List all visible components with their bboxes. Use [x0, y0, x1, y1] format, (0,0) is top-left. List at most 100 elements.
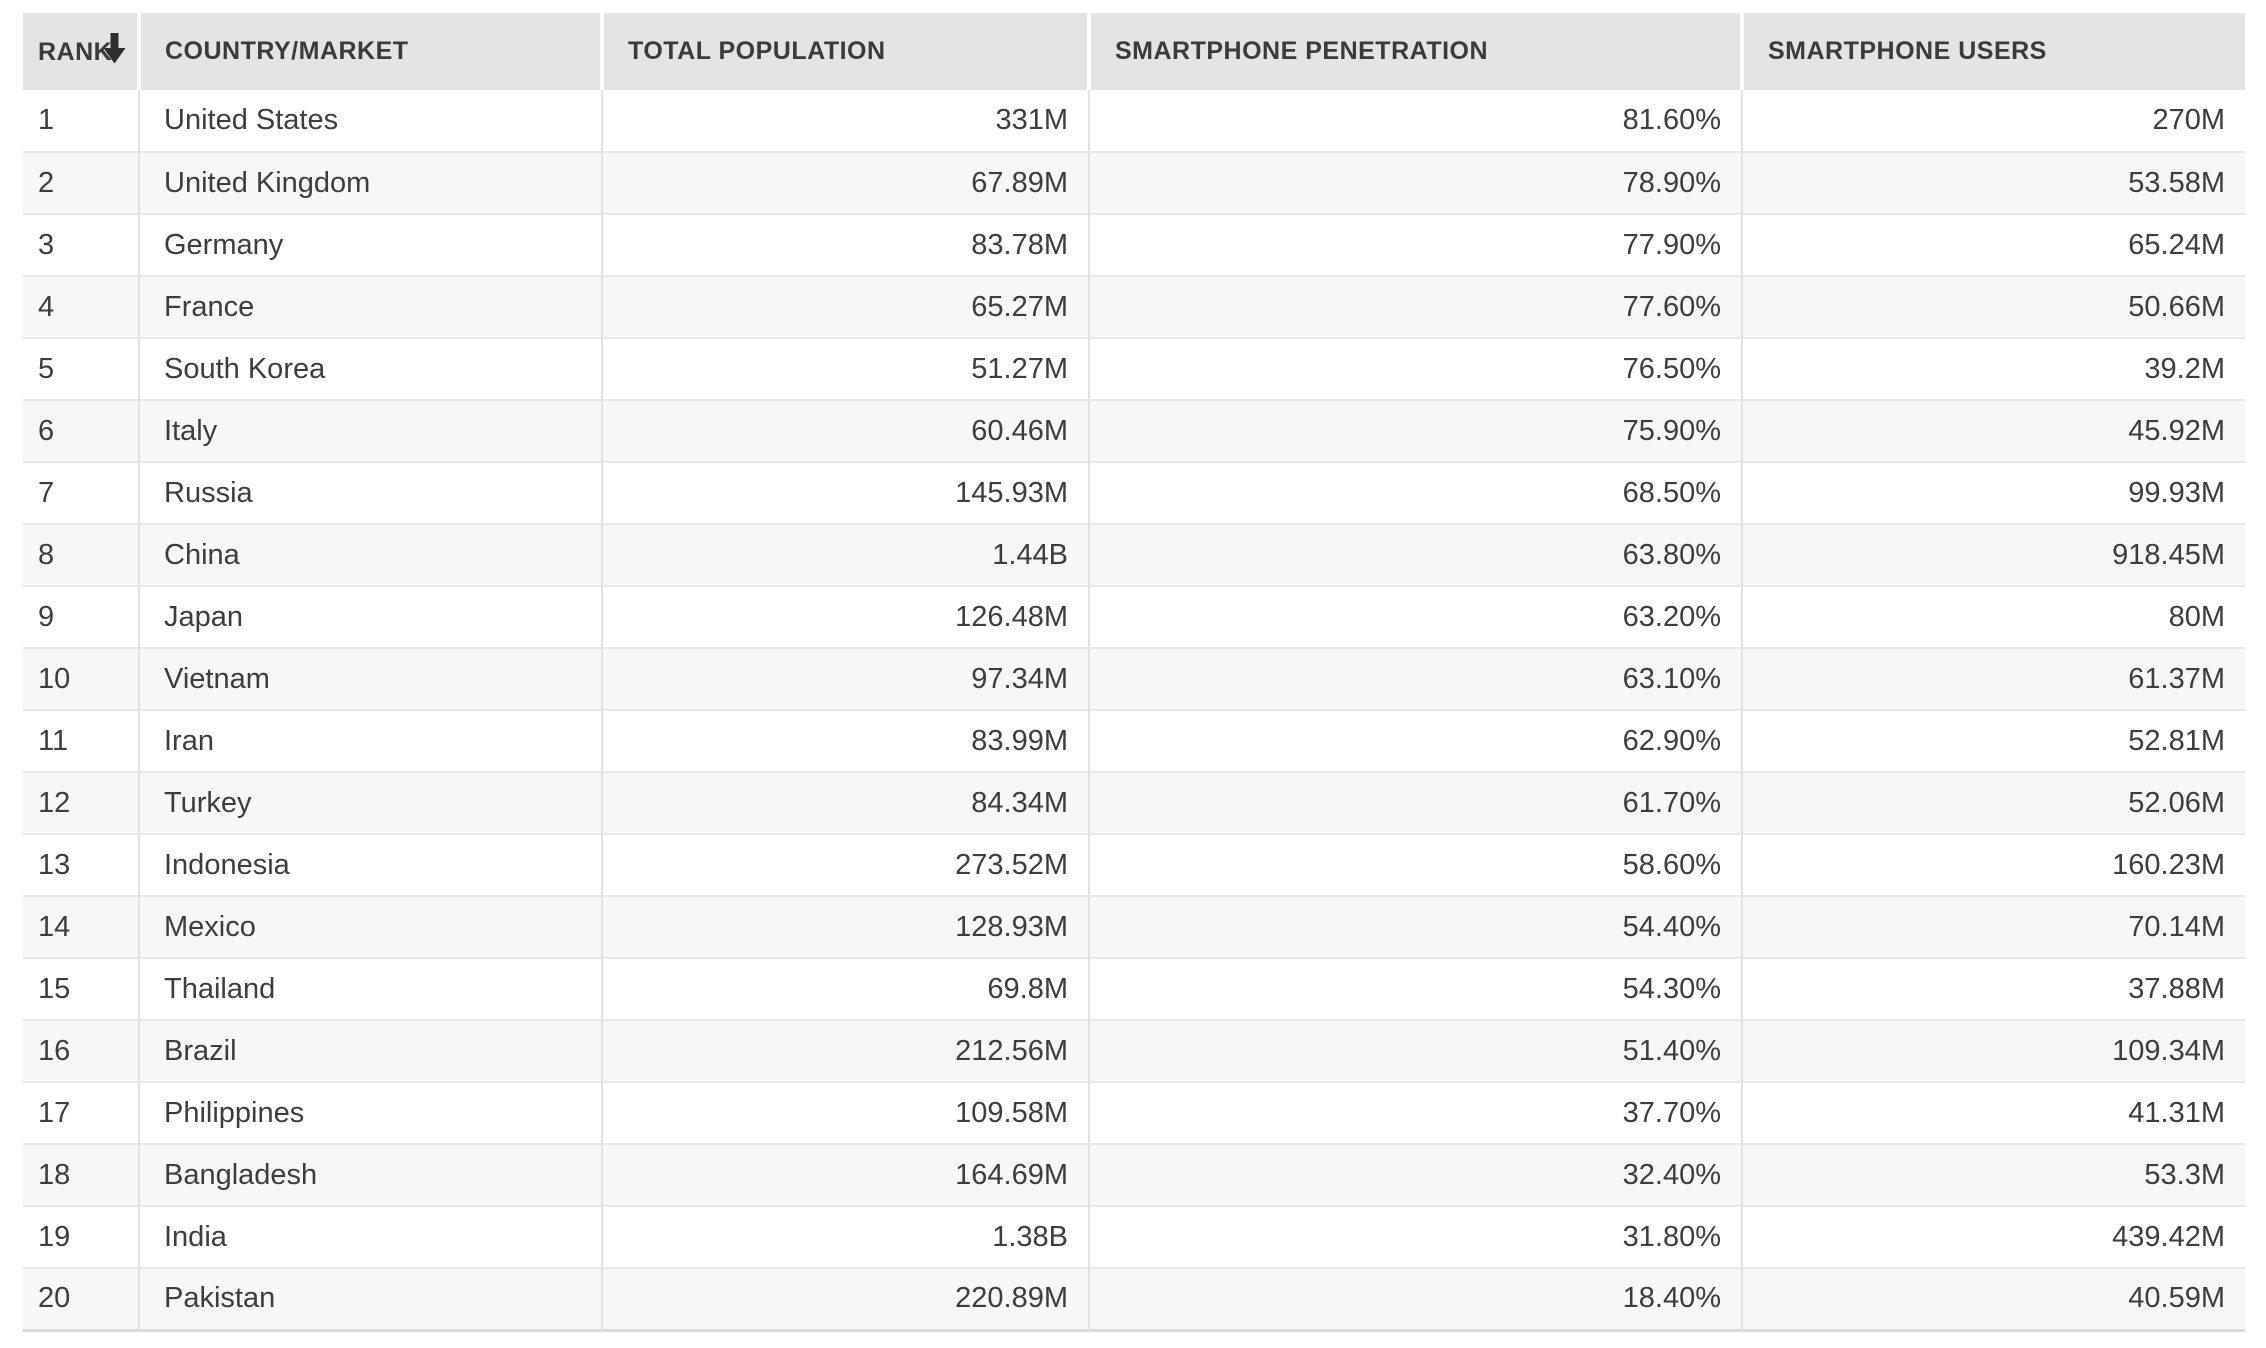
cell-country: China [139, 523, 603, 586]
cell-population: 212.56M [602, 1019, 1090, 1082]
cell-users: 52.81M [1742, 709, 2245, 772]
cell-population: 273.52M [602, 833, 1090, 896]
cell-penetration: 54.30% [1089, 957, 1743, 1020]
table-row: 8 China 1.44B 63.80% 918.45M [23, 523, 2245, 586]
cell-population: 83.99M [602, 709, 1090, 772]
cell-penetration: 63.20% [1089, 585, 1743, 648]
cell-users: 439.42M [1742, 1205, 2245, 1268]
cell-users: 99.93M [1742, 461, 2245, 524]
cell-rank: 11 [23, 709, 140, 772]
cell-rank: 9 [23, 585, 140, 648]
cell-country: Turkey [139, 771, 603, 834]
table-row: 9 Japan 126.48M 63.20% 80M [23, 585, 2245, 648]
cell-population: 128.93M [602, 895, 1090, 958]
cell-population: 109.58M [602, 1081, 1090, 1144]
table-row: 7 Russia 145.93M 68.50% 99.93M [23, 461, 2245, 524]
column-header-rank[interactable]: RANK [23, 13, 141, 90]
cell-rank: 3 [23, 213, 140, 276]
cell-population: 65.27M [602, 275, 1090, 338]
cell-penetration: 81.60% [1089, 90, 1743, 152]
column-header-penetration[interactable]: SMARTPHONE PENETRATION [1089, 13, 1744, 90]
cell-penetration: 61.70% [1089, 771, 1743, 834]
cell-population: 164.69M [602, 1143, 1090, 1206]
column-header-users[interactable]: SMARTPHONE USERS [1742, 13, 2245, 90]
column-header-population[interactable]: TOTAL POPULATION [602, 13, 1091, 90]
cell-rank: 14 [23, 895, 140, 958]
cell-users: 65.24M [1742, 213, 2245, 276]
cell-rank: 18 [23, 1143, 140, 1206]
table-row: 1 United States 331M 81.60% 270M [23, 90, 2245, 152]
smartphone-users-table: RANK COUNTRY/MARKET TOTAL POPULATION SMA… [23, 13, 2245, 1332]
cell-population: 97.34M [602, 647, 1090, 710]
cell-country: Iran [139, 709, 603, 772]
table-row: 5 South Korea 51.27M 76.50% 39.2M [23, 337, 2245, 400]
cell-users: 270M [1742, 90, 2245, 152]
table-row: 12 Turkey 84.34M 61.70% 52.06M [23, 771, 2245, 834]
cell-rank: 12 [23, 771, 140, 834]
cell-users: 109.34M [1742, 1019, 2245, 1082]
cell-country: Philippines [139, 1081, 603, 1144]
column-header-rank-label: RANK [38, 37, 113, 66]
column-header-country-label: COUNTRY/MARKET [165, 37, 409, 65]
table-row: 6 Italy 60.46M 75.90% 45.92M [23, 399, 2245, 462]
table-row: 15 Thailand 69.8M 54.30% 37.88M [23, 957, 2245, 1020]
cell-rank: 4 [23, 275, 140, 338]
cell-population: 84.34M [602, 771, 1090, 834]
cell-users: 40.59M [1742, 1267, 2245, 1332]
cell-population: 220.89M [602, 1267, 1090, 1332]
column-header-country[interactable]: COUNTRY/MARKET [139, 13, 604, 90]
cell-country: United States [139, 90, 603, 152]
cell-users: 918.45M [1742, 523, 2245, 586]
cell-rank: 17 [23, 1081, 140, 1144]
cell-penetration: 58.60% [1089, 833, 1743, 896]
table-row: 10 Vietnam 97.34M 63.10% 61.37M [23, 647, 2245, 710]
cell-country: Pakistan [139, 1267, 603, 1332]
table-row: 11 Iran 83.99M 62.90% 52.81M [23, 709, 2245, 772]
cell-penetration: 32.40% [1089, 1143, 1743, 1206]
cell-penetration: 18.40% [1089, 1267, 1743, 1332]
table-row: 2 United Kingdom 67.89M 78.90% 53.58M [23, 151, 2245, 214]
cell-penetration: 63.10% [1089, 647, 1743, 710]
table-body: 1 United States 331M 81.60% 270M 2 United King… [23, 90, 2245, 1332]
cell-users: 45.92M [1742, 399, 2245, 462]
cell-population: 145.93M [602, 461, 1090, 524]
cell-users: 50.66M [1742, 275, 2245, 338]
table-row: 14 Mexico 128.93M 54.40% 70.14M [23, 895, 2245, 958]
cell-country: Bangladesh [139, 1143, 603, 1206]
cell-rank: 8 [23, 523, 140, 586]
table-row: 18 Bangladesh 164.69M 32.40% 53.3M [23, 1143, 2245, 1206]
cell-users: 53.3M [1742, 1143, 2245, 1206]
cell-users: 39.2M [1742, 337, 2245, 400]
cell-country: Mexico [139, 895, 603, 958]
cell-population: 60.46M [602, 399, 1090, 462]
cell-rank: 15 [23, 957, 140, 1020]
cell-penetration: 51.40% [1089, 1019, 1743, 1082]
cell-rank: 13 [23, 833, 140, 896]
column-header-users-label: SMARTPHONE USERS [1768, 37, 2047, 65]
cell-population: 1.38B [602, 1205, 1090, 1268]
cell-users: 52.06M [1742, 771, 2245, 834]
cell-population: 83.78M [602, 213, 1090, 276]
data-table: RANK COUNTRY/MARKET TOTAL POPULATION SMA… [23, 13, 2245, 1332]
cell-country: Thailand [139, 957, 603, 1020]
cell-country: Japan [139, 585, 603, 648]
cell-penetration: 77.90% [1089, 213, 1743, 276]
cell-users: 61.37M [1742, 647, 2245, 710]
cell-rank: 2 [23, 151, 140, 214]
cell-population: 67.89M [602, 151, 1090, 214]
cell-country: United Kingdom [139, 151, 603, 214]
cell-rank: 16 [23, 1019, 140, 1082]
cell-rank: 5 [23, 337, 140, 400]
cell-population: 331M [602, 90, 1090, 152]
cell-country: Italy [139, 399, 603, 462]
table-row: 19 India 1.38B 31.80% 439.42M [23, 1205, 2245, 1268]
column-header-population-label: TOTAL POPULATION [628, 37, 886, 65]
table-row: 20 Pakistan 220.89M 18.40% 40.59M [23, 1267, 2245, 1332]
table-row: 16 Brazil 212.56M 51.40% 109.34M [23, 1019, 2245, 1082]
header-row: RANK COUNTRY/MARKET TOTAL POPULATION SMA… [23, 13, 2245, 90]
cell-penetration: 31.80% [1089, 1205, 1743, 1268]
table-row: 4 France 65.27M 77.60% 50.66M [23, 275, 2245, 338]
cell-country: Russia [139, 461, 603, 524]
cell-country: India [139, 1205, 603, 1268]
cell-penetration: 75.90% [1089, 399, 1743, 462]
